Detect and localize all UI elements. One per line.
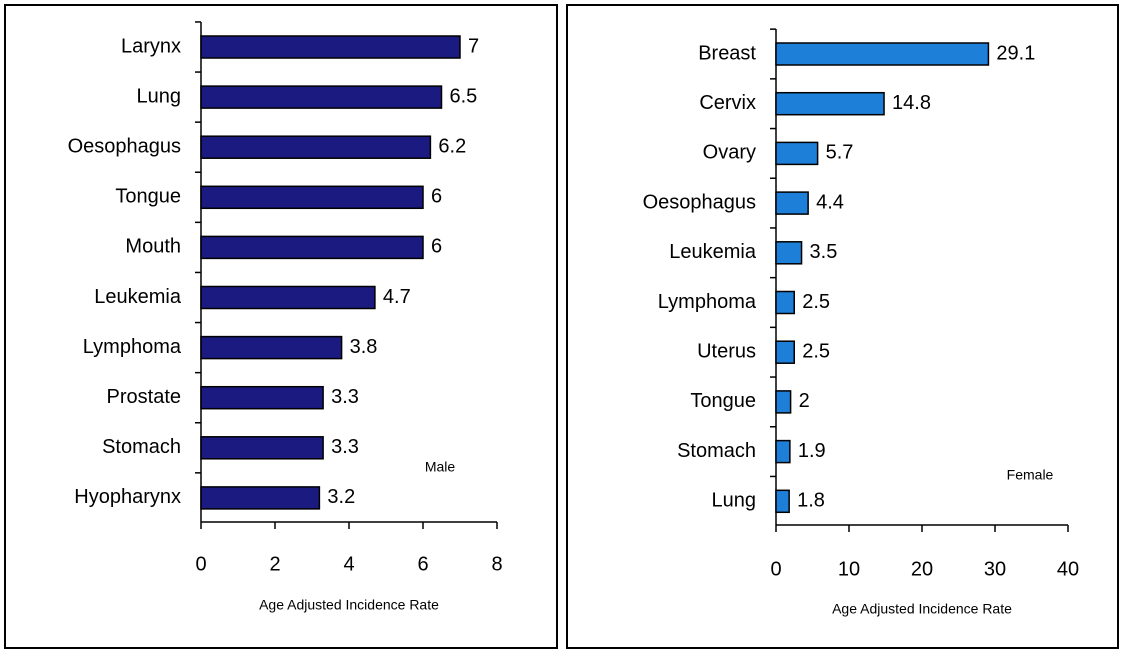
data-label: 2 [799,390,810,412]
y-tick-label: Prostate [107,386,181,408]
y-tick-label: Uterus [697,340,756,362]
bar [775,489,790,514]
bar [775,141,819,166]
y-tick-label: Lung [137,85,182,107]
bar [200,35,461,59]
x-tick-label: 20 [911,558,933,580]
x-tick-label: 2 [269,553,280,575]
x-axis-title: Age Adjusted Incidence Rate [259,597,439,613]
bar [200,185,424,210]
data-label: 5.7 [826,142,854,164]
y-tick-label: Cervix [699,92,756,114]
data-label: 6 [431,236,442,258]
bar [200,135,432,159]
data-label: 7 [468,35,479,57]
y-tick-label: Breast [698,42,756,64]
x-tick-label: 40 [1057,558,1079,580]
y-tick-label: Tongue [115,186,181,208]
panel-frame [566,4,1119,649]
bar [200,235,424,260]
x-tick-label: 0 [195,553,206,575]
x-tick-label: 4 [343,553,354,575]
x-tick-label: 6 [417,553,428,575]
y-tick-label: Tongue [690,390,756,412]
data-label: 14.8 [892,92,931,114]
bar [200,486,321,510]
bar [775,290,795,315]
y-tick-label: Lung [712,490,757,512]
bar [775,42,990,66]
y-tick-label: Hyopharynx [74,486,181,508]
x-tick-label: 30 [984,558,1006,580]
y-tick-label: Lymphoma [658,291,757,313]
bar [200,335,343,360]
data-label: 4.7 [383,286,411,308]
data-label: 6.5 [450,85,478,107]
data-label: 3.3 [331,436,359,458]
y-tick-label: Oesophagus [643,191,756,213]
data-label: 6 [431,186,442,208]
bar [775,91,885,116]
data-label: 6.2 [438,135,466,157]
x-axis-title: Age Adjusted Incidence Rate [832,601,1012,617]
data-label: 3.2 [327,486,355,508]
y-tick-label: Stomach [677,440,756,462]
bar [200,85,443,109]
annotation: Female [1007,467,1054,483]
panel-frame [4,4,558,649]
bar [200,436,324,460]
annotation: Male [425,459,456,475]
bar [200,285,376,310]
y-tick-label: Oesophagus [68,135,181,157]
data-label: 29.1 [996,42,1035,64]
bar [775,241,803,265]
data-label: 3.8 [350,336,378,358]
y-tick-label: Lymphoma [83,336,182,358]
bar [775,191,809,215]
data-label: 4.4 [816,191,844,213]
x-tick-label: 0 [770,558,781,580]
x-tick-label: 10 [838,558,860,580]
bar [775,340,795,364]
bar [775,439,791,464]
y-tick-label: Stomach [102,436,181,458]
y-tick-label: Leukemia [669,241,757,263]
data-label: 3.3 [331,386,359,408]
x-tick-label: 8 [491,553,502,575]
data-label: 1.8 [797,490,825,512]
y-tick-label: Mouth [125,236,181,258]
y-tick-label: Ovary [703,142,756,164]
data-label: 2.5 [802,291,830,313]
y-tick-label: Leukemia [94,286,182,308]
bar [775,390,792,414]
y-tick-label: Larynx [121,35,181,57]
data-label: 1.9 [798,440,826,462]
data-label: 2.5 [802,340,830,362]
data-label: 3.5 [810,241,838,263]
bar [200,385,324,410]
